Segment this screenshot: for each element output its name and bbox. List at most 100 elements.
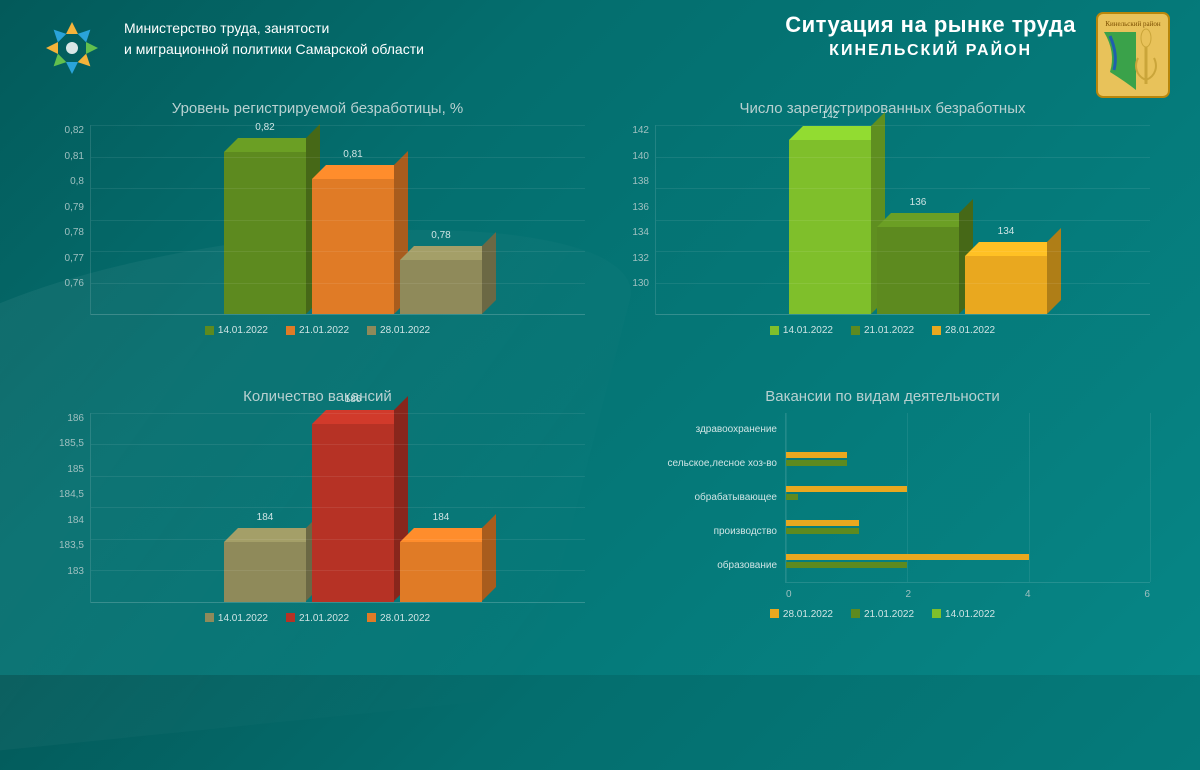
header: Министерство труда, занятости и миграцио… [0, 12, 1200, 103]
bar-row [786, 554, 1150, 576]
category-label: образование [615, 560, 777, 572]
category-label: обрабатывающее [615, 492, 777, 504]
category-labels: здравоохранение сельское,лесное хоз-во обр… [615, 413, 785, 583]
column-chart: 0,82 0,81 0,8 0,79 0,78 0,77 0,76 0,82 0,81 0,78 [50, 125, 585, 315]
gridline [91, 413, 585, 414]
ytick: 183,5 [50, 540, 84, 551]
chart-grid: Уровень регистрируемой безработицы, % 0,… [50, 100, 1150, 655]
bar-row [786, 486, 1150, 508]
ytick: 0,81 [50, 151, 84, 162]
legend-item: 21.01.2022 [286, 613, 349, 624]
gridline [656, 283, 1150, 284]
ministry-line-2: и миграционной политики Самарской област… [124, 39, 424, 60]
gridline [91, 507, 585, 508]
chart-vacancies-count: Количество вакансий 186185,5185184,51841… [50, 388, 585, 656]
legend-item: 28.01.2022 [367, 325, 430, 336]
gridline [91, 476, 585, 477]
legend-item: 14.01.2022 [205, 325, 268, 336]
hbar [786, 486, 907, 492]
hbar [786, 520, 859, 526]
gridline [91, 602, 585, 603]
gridline [656, 220, 1150, 221]
ytick: 140 [615, 151, 649, 162]
ytick: 0,77 [50, 253, 84, 264]
ytick: 183 [50, 566, 84, 577]
hbar [786, 452, 847, 458]
ytick: 130 [615, 278, 649, 289]
hbar-chart: здравоохранение сельское,лесное хоз-во обр… [615, 413, 1150, 583]
legend-item: 21.01.2022 [851, 609, 914, 620]
hbar [786, 562, 907, 568]
page-title-block: Ситуация на рынке труда КИНЕЛЬСКИЙ РАЙОН [785, 12, 1076, 60]
bar-value-label: 186 [345, 394, 362, 405]
legend-item: 28.01.2022 [770, 609, 833, 620]
gridline [91, 188, 585, 189]
chart-vacancies-by-activity: Вакансии по видам деятельности здравоохр… [615, 388, 1150, 656]
xtick: 0 [786, 589, 792, 600]
gridline [656, 157, 1150, 158]
column-chart: 186185,5185184,5184183,5183 184186184 [50, 413, 585, 603]
bar-row [786, 520, 1150, 542]
bar: 184 [224, 542, 306, 601]
gridline [91, 157, 585, 158]
bar-value-label: 0,82 [255, 122, 274, 133]
legend: 14.01.2022 21.01.2022 28.01.2022 [50, 325, 585, 336]
plot-area: 0,82 0,81 0,78 [90, 125, 585, 315]
ytick: 0,8 [50, 176, 84, 187]
bar-value-label: 184 [257, 512, 274, 523]
hbar [786, 528, 859, 534]
ministry-logo-icon [40, 16, 104, 85]
chart-title: Вакансии по видам деятельности [615, 388, 1150, 405]
category-label: производство [615, 526, 777, 538]
bar: 184 [400, 542, 482, 601]
page-title: Ситуация на рынке труда [785, 12, 1076, 38]
plot-area: 184186184 [90, 413, 585, 603]
xtick: 6 [1144, 589, 1150, 600]
legend: 14.01.202221.01.202228.01.2022 [50, 613, 585, 624]
hbar [786, 460, 847, 466]
ytick: 138 [615, 176, 649, 187]
bar-row [786, 418, 1150, 440]
bar-value-label: 0,81 [343, 149, 362, 160]
ytick: 0,78 [50, 227, 84, 238]
page-subtitle: КИНЕЛЬСКИЙ РАЙОН [785, 42, 1076, 60]
gridline [91, 125, 585, 126]
gridline [656, 314, 1150, 315]
chart-unemployment-rate: Уровень регистрируемой безработицы, % 0,… [50, 100, 585, 368]
legend-item: 14.01.2022 [770, 325, 833, 336]
bar-value-label: 142 [822, 110, 839, 121]
legend-item: 21.01.2022 [286, 325, 349, 336]
y-axis: 0,82 0,81 0,8 0,79 0,78 0,77 0,76 [50, 125, 90, 315]
bar-value-label: 184 [433, 512, 450, 523]
legend-item: 14.01.2022 [205, 613, 268, 624]
x-axis: 0246 [786, 589, 1150, 600]
category-label: сельское,лесное хоз-во [615, 458, 777, 470]
y-axis: 142140138136134132130 [615, 125, 655, 315]
ytick: 136 [615, 202, 649, 213]
gridline [91, 570, 585, 571]
ytick: 0,79 [50, 202, 84, 213]
ytick: 134 [615, 227, 649, 238]
legend-item: 28.01.2022 [932, 325, 995, 336]
category-label: здравоохранение [615, 424, 777, 436]
district-emblem-icon: Кинельский район [1096, 12, 1170, 103]
ytick: 132 [615, 253, 649, 264]
ytick: 0,76 [50, 278, 84, 289]
hbar [786, 494, 798, 500]
legend: 14.01.202221.01.202228.01.2022 [615, 325, 1150, 336]
ytick: 0,82 [50, 125, 84, 136]
chart-registered-unemployed: Число зарегистрированных безработных 142… [615, 100, 1150, 368]
gridline [91, 539, 585, 540]
legend-item: 14.01.2022 [932, 609, 995, 620]
legend: 28.01.2022 21.01.2022 14.01.2022 [615, 609, 1150, 620]
chart-title: Уровень регистрируемой безработицы, % [50, 100, 585, 117]
plot-area: 0246 [785, 413, 1150, 583]
gridline [656, 251, 1150, 252]
bar: 0,82 [224, 152, 306, 314]
gridline [656, 188, 1150, 189]
gridline [91, 283, 585, 284]
gridline [91, 251, 585, 252]
ytick: 185 [50, 464, 84, 475]
ytick: 184,5 [50, 489, 84, 500]
bar: 0,78 [400, 260, 482, 314]
